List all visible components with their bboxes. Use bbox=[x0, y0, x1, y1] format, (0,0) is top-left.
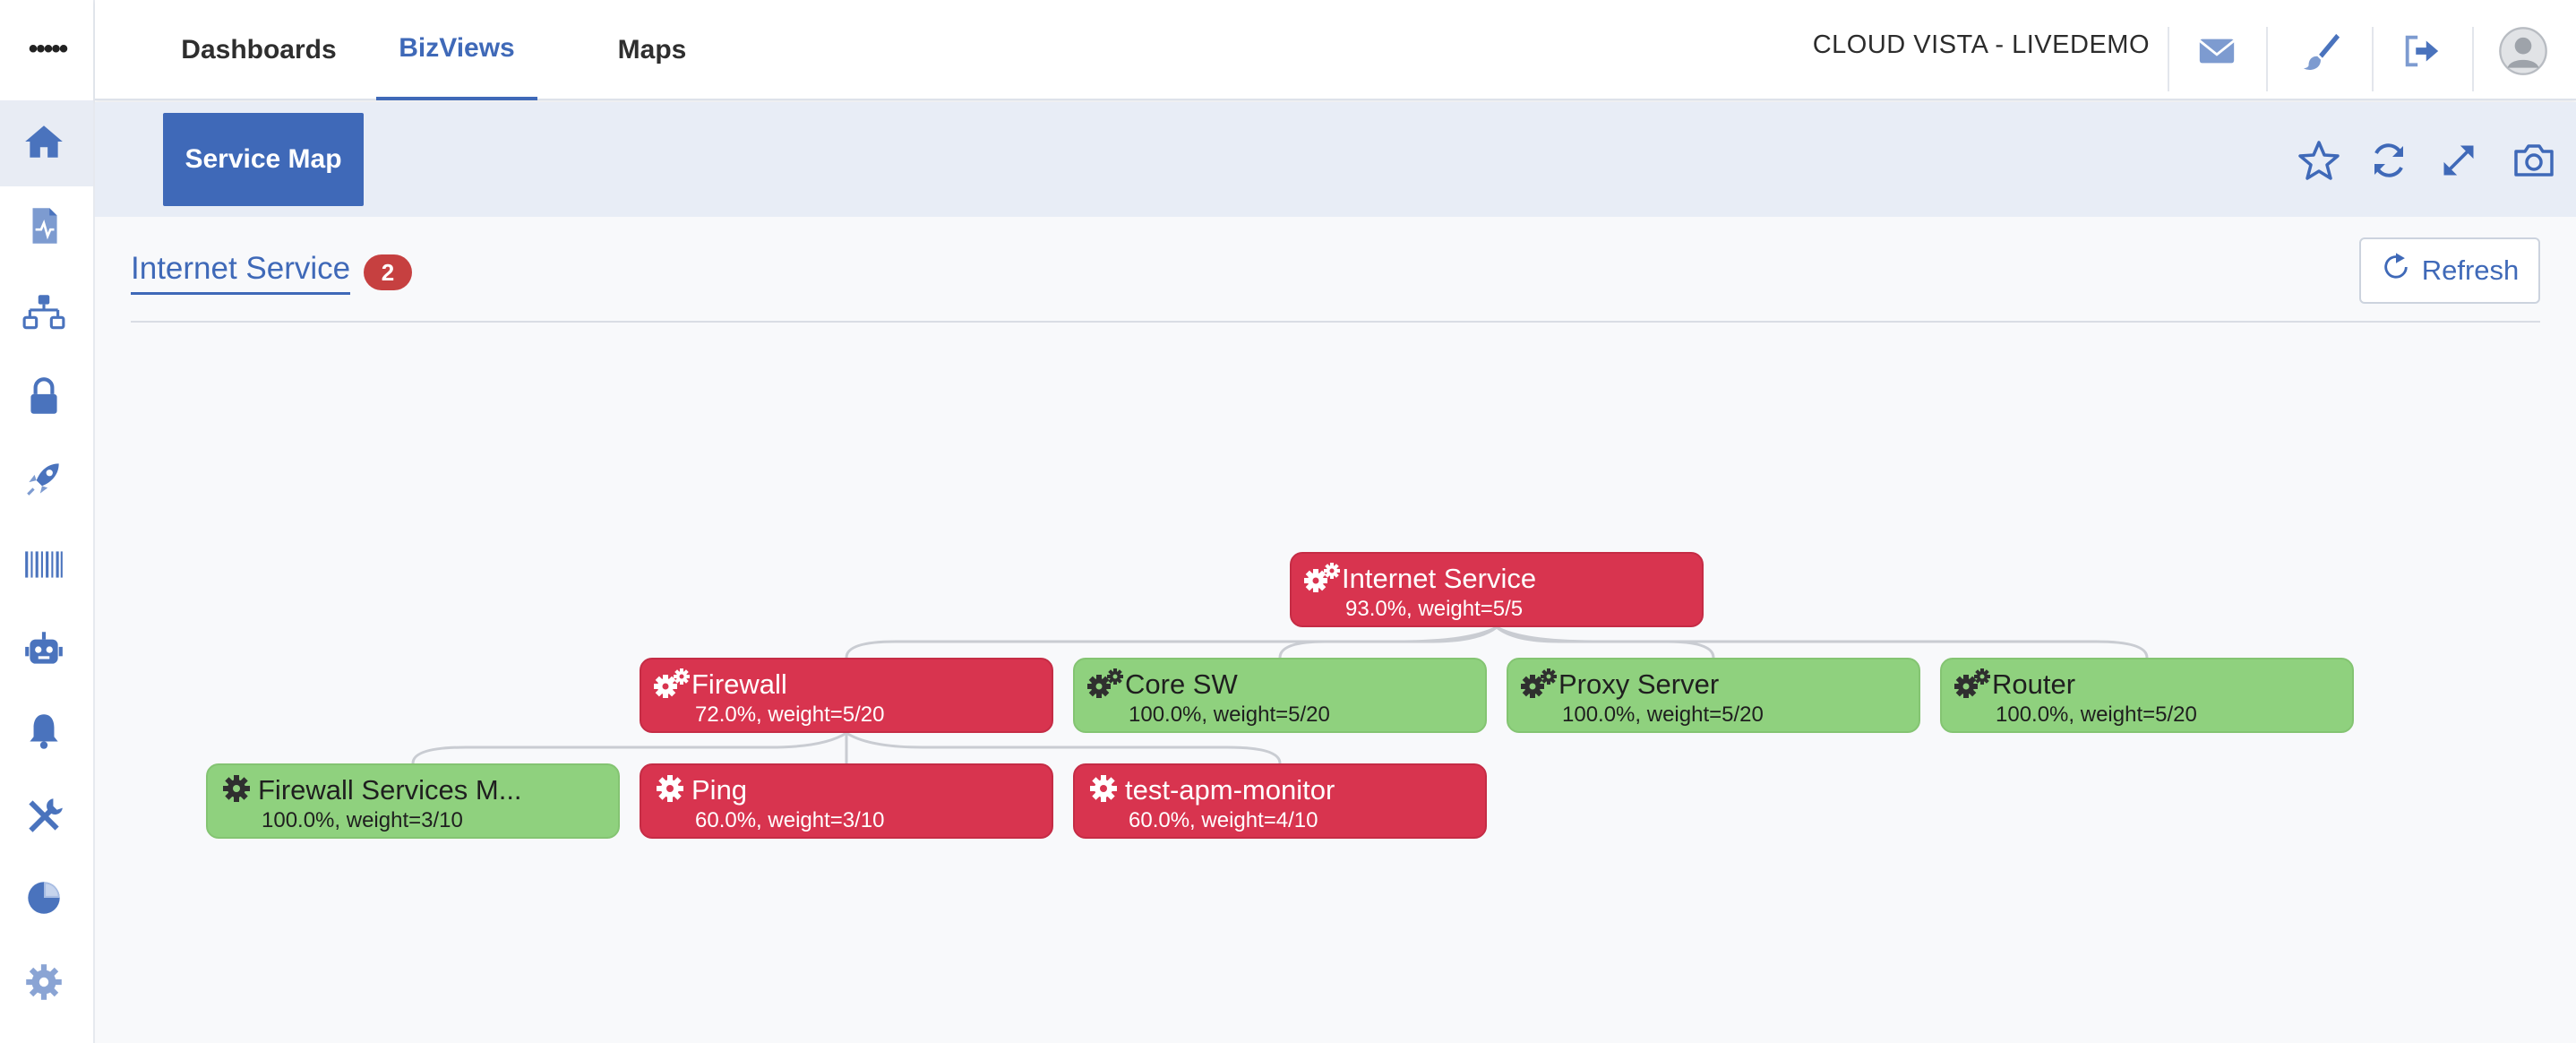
app-menu-icon[interactable]: ••••• bbox=[28, 34, 69, 64]
network-icon[interactable] bbox=[21, 289, 67, 335]
node-name: test-apm-monitor bbox=[1125, 774, 1335, 806]
logout-icon[interactable] bbox=[2399, 29, 2443, 73]
connector-firewall-fsm bbox=[411, 731, 847, 764]
pie-chart-icon[interactable] bbox=[21, 875, 67, 921]
tab-dashboards[interactable]: Dashboards bbox=[181, 35, 337, 65]
brush-icon[interactable] bbox=[2298, 29, 2343, 73]
home-icon[interactable] bbox=[21, 118, 67, 165]
gears-icon bbox=[1519, 667, 1558, 703]
divider bbox=[2372, 27, 2374, 91]
node-core-sw[interactable]: Core SW 100.0%, weight=5/20 bbox=[1073, 658, 1487, 733]
left-sidebar: ••••• bbox=[0, 0, 95, 1043]
divider bbox=[2472, 27, 2474, 91]
gear-icon[interactable] bbox=[21, 959, 67, 1005]
user-avatar[interactable] bbox=[2497, 25, 2549, 77]
divider bbox=[2266, 27, 2268, 91]
tenant-name: CLOUD VISTA - LIVEDEMO bbox=[1812, 30, 2150, 59]
service-title-link[interactable]: Internet Service bbox=[131, 251, 351, 295]
connector-root-proxy bbox=[1496, 625, 1715, 659]
node-proxy-server[interactable]: Proxy Server 100.0%, weight=5/20 bbox=[1507, 658, 1920, 733]
view-toolbar: Service Map bbox=[95, 102, 2576, 217]
node-name: Firewall Services M... bbox=[258, 774, 522, 806]
refresh-icon bbox=[2381, 252, 2411, 289]
robot-icon[interactable] bbox=[21, 625, 67, 672]
camera-icon[interactable] bbox=[2510, 136, 2558, 185]
node-name: Router bbox=[1992, 668, 2076, 700]
node-test-apm-monitor[interactable]: test-apm-monitor 60.0%, weight=4/10 bbox=[1073, 763, 1487, 839]
connector-root-router bbox=[1496, 625, 2149, 659]
refresh-button[interactable]: Refresh bbox=[2359, 237, 2540, 304]
divider bbox=[131, 321, 2540, 323]
tab-maps[interactable]: Maps bbox=[617, 35, 687, 65]
node-stat: 100.0%, weight=5/20 bbox=[1996, 703, 2197, 727]
node-stat: 60.0%, weight=3/10 bbox=[695, 808, 885, 832]
gear-icon bbox=[652, 772, 691, 808]
sync-icon[interactable] bbox=[2365, 136, 2413, 185]
lock-icon[interactable] bbox=[21, 373, 67, 419]
node-name: Proxy Server bbox=[1558, 668, 1720, 700]
alert-count-badge: 2 bbox=[364, 254, 412, 290]
node-ping[interactable]: Ping 60.0%, weight=3/10 bbox=[640, 763, 1053, 839]
node-stat: 60.0%, weight=4/10 bbox=[1129, 808, 1318, 832]
tools-icon[interactable] bbox=[21, 792, 67, 839]
node-router[interactable]: Router 100.0%, weight=5/20 bbox=[1940, 658, 2354, 733]
node-name: Firewall bbox=[691, 668, 787, 700]
node-stat: 100.0%, weight=5/20 bbox=[1129, 703, 1330, 727]
mail-icon[interactable] bbox=[2194, 29, 2239, 73]
star-icon[interactable] bbox=[2295, 136, 2343, 185]
service-map-tab[interactable]: Service Map bbox=[163, 113, 364, 206]
node-stat: 93.0%, weight=5/5 bbox=[1345, 597, 1524, 621]
node-firewall[interactable]: Firewall 72.0%, weight=5/20 bbox=[640, 658, 1053, 733]
node-firewall-services-monitor[interactable]: Firewall Services M... 100.0%, weight=3/… bbox=[206, 763, 620, 839]
report-icon[interactable] bbox=[21, 203, 67, 249]
gears-icon bbox=[652, 667, 691, 703]
connector-root-firewall bbox=[845, 625, 1498, 659]
tab-bizviews[interactable]: BizViews bbox=[376, 0, 537, 100]
gear-icon bbox=[219, 772, 258, 808]
node-stat: 100.0%, weight=3/10 bbox=[262, 808, 463, 832]
rocket-icon[interactable] bbox=[21, 455, 67, 502]
gears-icon bbox=[1086, 667, 1125, 703]
gears-icon bbox=[1953, 667, 1992, 703]
barcode-icon[interactable] bbox=[21, 541, 67, 588]
bell-icon[interactable] bbox=[21, 708, 67, 754]
node-internet-service[interactable]: Internet Service 93.0%, weight=5/5 bbox=[1290, 552, 1704, 627]
gear-icon bbox=[1086, 772, 1125, 808]
gears-icon bbox=[1302, 561, 1342, 597]
refresh-label: Refresh bbox=[2421, 254, 2520, 286]
node-name: Core SW bbox=[1125, 668, 1238, 700]
top-navigation-bar: Dashboards BizViews Maps CLOUD VISTA - L… bbox=[95, 0, 2576, 100]
expand-icon[interactable] bbox=[2434, 136, 2483, 185]
node-name: Internet Service bbox=[1342, 563, 1537, 594]
node-name: Ping bbox=[691, 774, 748, 806]
node-stat: 100.0%, weight=5/20 bbox=[1562, 703, 1764, 727]
connector-root-coresw bbox=[1278, 625, 1498, 659]
connector-firewall-apm bbox=[846, 731, 1282, 764]
divider bbox=[2168, 27, 2169, 91]
node-stat: 72.0%, weight=5/20 bbox=[695, 703, 885, 727]
